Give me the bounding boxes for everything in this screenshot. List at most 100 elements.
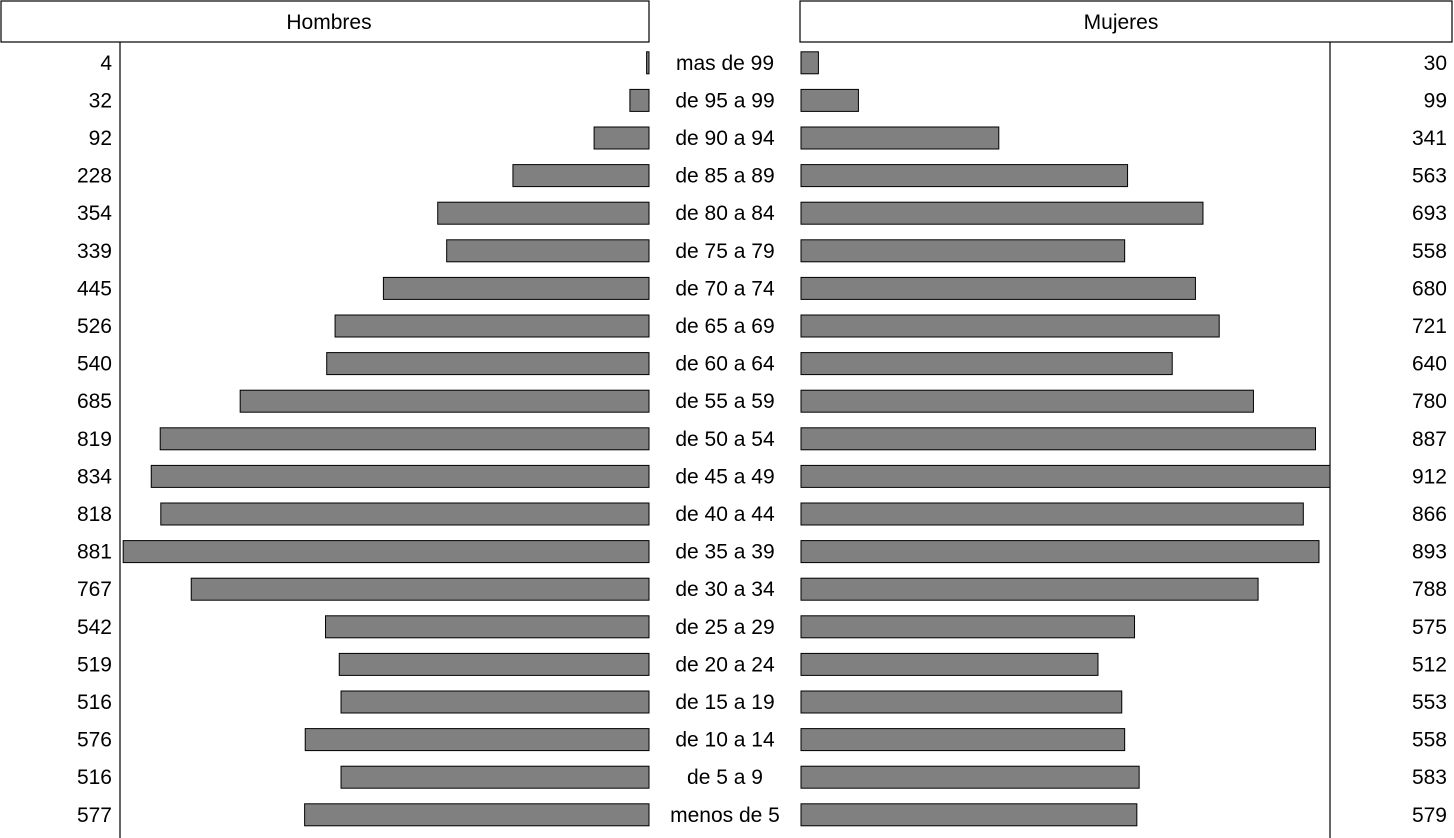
age-group-label: de 90 a 94 bbox=[675, 127, 775, 150]
value-hombres: 516 bbox=[77, 766, 112, 789]
value-mujeres: 99 bbox=[1424, 89, 1447, 112]
bar-mujeres bbox=[800, 502, 1304, 526]
age-group-label: de 45 a 49 bbox=[675, 465, 774, 488]
value-hombres: 32 bbox=[89, 89, 112, 112]
bar-hombres bbox=[446, 239, 650, 263]
value-mujeres: 693 bbox=[1412, 202, 1447, 225]
value-hombres: 445 bbox=[77, 277, 112, 300]
bar-mujeres bbox=[800, 765, 1140, 789]
value-mujeres: 893 bbox=[1412, 541, 1447, 564]
value-hombres: 519 bbox=[77, 653, 112, 676]
bar-hombres bbox=[325, 615, 650, 639]
bar-hombres bbox=[646, 51, 650, 75]
bar-hombres bbox=[326, 352, 650, 376]
age-group-label: de 65 a 69 bbox=[675, 315, 774, 338]
value-hombres: 767 bbox=[77, 578, 112, 601]
age-group-label: de 35 a 39 bbox=[675, 541, 774, 564]
bar-mujeres bbox=[800, 51, 819, 75]
bar-mujeres bbox=[800, 389, 1254, 413]
age-group-label: de 40 a 44 bbox=[675, 503, 775, 526]
value-hombres: 685 bbox=[77, 390, 112, 413]
bar-mujeres bbox=[800, 427, 1316, 451]
value-hombres: 354 bbox=[77, 202, 112, 225]
value-hombres: 92 bbox=[89, 127, 112, 150]
bar-hombres bbox=[512, 164, 650, 188]
age-group-label: de 50 a 54 bbox=[675, 428, 775, 451]
header-hombres: Hombres bbox=[286, 11, 371, 34]
bar-mujeres bbox=[800, 540, 1320, 564]
value-mujeres: 558 bbox=[1412, 240, 1447, 263]
bar-mujeres bbox=[800, 239, 1126, 263]
value-mujeres: 780 bbox=[1412, 390, 1447, 413]
value-hombres: 542 bbox=[77, 616, 112, 639]
age-group-label: de 60 a 64 bbox=[675, 353, 775, 376]
bar-hombres bbox=[382, 276, 650, 300]
bar-mujeres bbox=[800, 352, 1173, 376]
bar-hombres bbox=[190, 577, 650, 601]
bar-hombres bbox=[334, 314, 650, 338]
value-mujeres: 912 bbox=[1412, 465, 1447, 488]
bar-hombres bbox=[122, 540, 650, 564]
bar-mujeres bbox=[800, 126, 1000, 150]
bar-hombres bbox=[340, 765, 650, 789]
bar-mujeres bbox=[800, 276, 1196, 300]
bar-hombres bbox=[239, 389, 650, 413]
age-group-label: de 30 a 34 bbox=[675, 578, 775, 601]
value-mujeres: 640 bbox=[1412, 353, 1447, 376]
value-hombres: 526 bbox=[77, 315, 112, 338]
bar-hombres bbox=[593, 126, 650, 150]
age-group-label: de 70 a 74 bbox=[675, 277, 775, 300]
bar-hombres bbox=[437, 201, 650, 225]
age-group-label: mas de 99 bbox=[676, 52, 774, 75]
age-group-label: de 75 a 79 bbox=[675, 240, 774, 263]
bar-mujeres bbox=[800, 652, 1099, 676]
value-hombres: 339 bbox=[77, 240, 112, 263]
value-mujeres: 341 bbox=[1412, 127, 1447, 150]
value-mujeres: 558 bbox=[1412, 729, 1447, 752]
header-box-left bbox=[0, 0, 650, 43]
bar-mujeres bbox=[800, 728, 1126, 752]
bar-mujeres bbox=[800, 201, 1204, 225]
value-mujeres: 30 bbox=[1424, 52, 1447, 75]
age-group-label: de 95 a 99 bbox=[675, 89, 774, 112]
bar-hombres bbox=[150, 464, 650, 488]
value-mujeres: 553 bbox=[1412, 691, 1447, 714]
header-box-right bbox=[799, 0, 1453, 43]
value-mujeres: 563 bbox=[1412, 165, 1447, 188]
bar-hombres bbox=[629, 88, 650, 112]
value-hombres: 881 bbox=[77, 541, 112, 564]
value-mujeres: 788 bbox=[1412, 578, 1447, 601]
value-mujeres: 866 bbox=[1412, 503, 1447, 526]
value-hombres: 4 bbox=[100, 52, 112, 75]
value-mujeres: 575 bbox=[1412, 616, 1447, 639]
value-hombres: 576 bbox=[77, 729, 112, 752]
value-hombres: 818 bbox=[77, 503, 112, 526]
value-mujeres: 579 bbox=[1412, 804, 1447, 827]
value-hombres: 577 bbox=[77, 804, 112, 827]
value-hombres: 516 bbox=[77, 691, 112, 714]
bar-mujeres bbox=[800, 164, 1129, 188]
bar-hombres bbox=[340, 690, 650, 714]
value-hombres: 540 bbox=[77, 353, 112, 376]
value-hombres: 819 bbox=[77, 428, 112, 451]
age-group-label: de 55 a 59 bbox=[675, 390, 774, 413]
bar-hombres bbox=[160, 502, 650, 526]
bar-mujeres bbox=[800, 803, 1138, 827]
value-hombres: 228 bbox=[77, 165, 112, 188]
value-hombres: 834 bbox=[77, 465, 112, 488]
value-mujeres: 887 bbox=[1412, 428, 1447, 451]
bar-mujeres bbox=[800, 577, 1259, 601]
header-mujeres: Mujeres bbox=[1084, 11, 1159, 34]
age-group-label: de 5 a 9 bbox=[687, 766, 763, 789]
age-group-label: de 20 a 24 bbox=[675, 653, 775, 676]
bar-hombres bbox=[159, 427, 650, 451]
bar-mujeres bbox=[800, 464, 1331, 488]
bar-mujeres bbox=[800, 690, 1123, 714]
bar-hombres bbox=[338, 652, 650, 676]
age-group-label: de 85 a 89 bbox=[675, 165, 774, 188]
value-mujeres: 512 bbox=[1412, 653, 1447, 676]
age-group-label: de 80 a 84 bbox=[675, 202, 775, 225]
age-group-label: de 25 a 29 bbox=[675, 616, 774, 639]
